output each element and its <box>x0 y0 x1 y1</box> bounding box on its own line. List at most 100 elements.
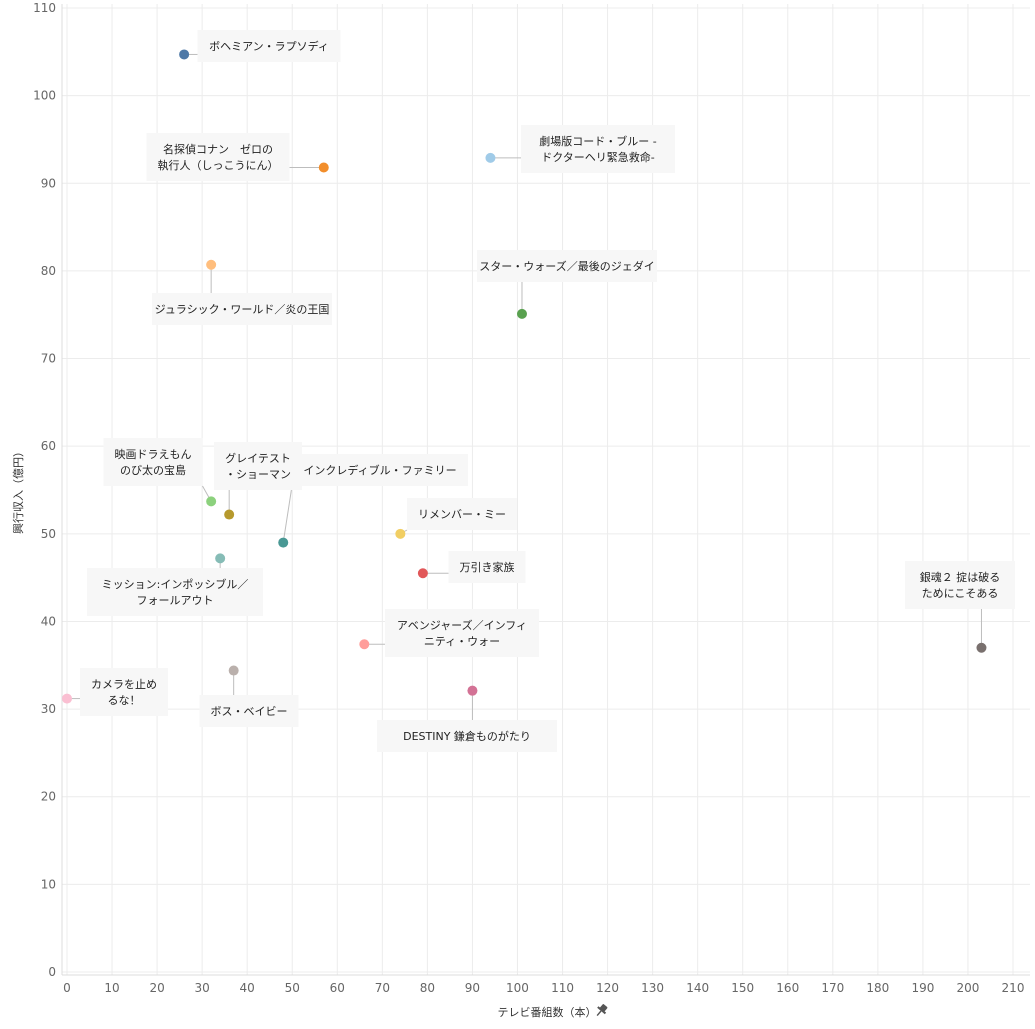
data-label: 万引き家族 <box>460 560 515 574</box>
data-point[interactable] <box>62 693 72 704</box>
pin-needle <box>596 1010 602 1017</box>
data-label-line: るな！ <box>108 694 141 707</box>
y-axis-title: 興行収入（億円） <box>12 446 25 534</box>
annotation-box: スター・ウォーズ／最後のジェダイ <box>477 250 657 282</box>
x-tick-label: 190 <box>911 981 934 995</box>
data-point[interactable] <box>417 568 428 579</box>
annotation-box: インクレディブル・ファミリー <box>292 454 468 486</box>
data-label: ボヘミアン・ラプソディ <box>209 39 329 53</box>
x-axis-title: テレビ番組数（本） <box>498 1005 597 1019</box>
y-tick-label: 50 <box>41 527 56 541</box>
x-tick-label: 30 <box>195 981 210 995</box>
data-point[interactable] <box>278 537 289 548</box>
data-point[interactable] <box>224 509 235 520</box>
data-label-line: アベンジャーズ／インフィ <box>397 618 527 632</box>
data-label: 名探偵コナン ゼロの執行人（しっこうにん） <box>158 142 279 172</box>
y-tick-label: 60 <box>41 439 56 453</box>
annotation-background <box>377 720 557 752</box>
y-tick-label: 10 <box>41 877 56 891</box>
annotation-box: 名探偵コナン ゼロの執行人（しっこうにん） <box>146 133 290 181</box>
data-label-line: DESTINY 鎌倉ものがたり <box>403 729 531 743</box>
annotation-background <box>87 568 263 616</box>
x-tick-label: 0 <box>63 981 71 995</box>
annotation-box: 劇場版コード・ブルー - ドクターヘリ緊急救命- <box>521 125 675 173</box>
data-point[interactable] <box>516 308 527 319</box>
data-label-line: リメンバー・ミー <box>418 508 506 521</box>
x-tick-label: 120 <box>596 981 619 995</box>
data-label: 銀魂２ 掟は破るためにこそある <box>920 570 1001 600</box>
y-tick-label: 30 <box>41 702 56 716</box>
x-tick-label: 160 <box>776 981 799 995</box>
x-tick-label: 40 <box>240 981 255 995</box>
data-label-line: スター・ウォーズ／最後のジェダイ <box>479 259 654 273</box>
data-point[interactable] <box>215 553 226 564</box>
x-tick-label: 180 <box>866 981 889 995</box>
data-point[interactable] <box>206 259 217 270</box>
data-label-line: 映画ドラえもん <box>115 448 192 461</box>
y-tick-label: 70 <box>41 352 56 366</box>
annotation-box: グレイテスト・ショーマン <box>214 442 302 490</box>
annotation-box: アベンジャーズ／インフィニティ・ウォー <box>385 609 539 657</box>
data-label-line: 劇場版コード・ブルー - <box>539 134 656 148</box>
annotation-background <box>103 438 203 486</box>
data-label-line: グレイテスト <box>225 451 291 465</box>
data-point[interactable] <box>467 685 478 696</box>
data-label-line: フォールアウト <box>137 594 214 607</box>
data-label: スター・ウォーズ／最後のジェダイ <box>479 259 654 273</box>
data-label: 映画ドラえもんのび太の宝島 <box>115 448 192 477</box>
y-tick-label: 110 <box>33 1 56 15</box>
data-point[interactable] <box>206 496 217 507</box>
axis-ticks: 0 10 20 30 40 50 60 70 80 90 100 110 120 130 140 150 160… <box>33 1 1024 995</box>
x-tick-label: 210 <box>1002 981 1025 995</box>
data-label-line: 万引き家族 <box>460 560 515 574</box>
annotation-leader <box>282 485 293 543</box>
data-label-line: ・ショーマン <box>225 468 291 481</box>
y-tick-label: 40 <box>41 614 56 628</box>
annotation-box: ミッション:インポッシブル／ フォールアウト <box>87 568 263 616</box>
annotation-box: リメンバー・ミー <box>407 498 517 530</box>
data-point[interactable] <box>976 642 987 653</box>
pin-base <box>597 1006 607 1015</box>
data-label-line: カメラを止め <box>91 678 157 691</box>
annotation-box: カメラを止めるな！ <box>80 668 168 716</box>
data-point[interactable] <box>485 152 496 163</box>
data-label: グレイテスト・ショーマン <box>225 451 291 481</box>
data-point[interactable] <box>318 162 329 173</box>
data-label: カメラを止めるな！ <box>91 678 157 707</box>
x-tick-label: 10 <box>104 981 119 995</box>
data-label-line: ためにこそある <box>922 587 999 600</box>
data-label-line: 執行人（しっこうにん） <box>158 159 279 172</box>
annotation-background <box>197 30 341 62</box>
annotation-box: ジュラシック・ワールド／炎の王国 <box>152 293 332 325</box>
data-point[interactable] <box>228 665 239 676</box>
annotation-background <box>905 561 1015 609</box>
annotation-background <box>152 293 332 325</box>
data-point[interactable] <box>359 639 370 650</box>
data-label: ミッション:インポッシブル／ フォールアウト <box>102 577 249 607</box>
data-label-line: ドクターヘリ緊急救命- <box>541 150 655 164</box>
annotation-box: DESTINY 鎌倉ものがたり <box>377 720 557 752</box>
annotation-background <box>407 498 517 530</box>
data-label-line: ボス・ベイビー <box>211 705 288 718</box>
data-point[interactable] <box>179 49 190 60</box>
data-label-line: ボヘミアン・ラプソディ <box>209 39 329 53</box>
annotation-background <box>477 250 657 282</box>
annotation-background <box>448 551 526 583</box>
annotation-background <box>385 609 539 657</box>
x-tick-label: 170 <box>821 981 844 995</box>
data-label-line: ジュラシック・ワールド／炎の王国 <box>155 303 330 316</box>
data-label-line: ミッション:インポッシブル／ <box>102 577 249 591</box>
x-tick-label: 150 <box>731 981 754 995</box>
x-tick-label: 130 <box>641 981 664 995</box>
data-point[interactable] <box>395 528 406 539</box>
y-tick-label: 90 <box>41 176 56 190</box>
annotation-background <box>199 695 299 727</box>
annotation-background <box>292 454 468 486</box>
pin-icon[interactable] <box>593 1002 609 1018</box>
y-tick-label: 80 <box>41 264 56 278</box>
x-tick-label: 80 <box>420 981 435 995</box>
y-tick-label: 100 <box>33 89 56 103</box>
y-tick-label: 20 <box>41 790 56 804</box>
